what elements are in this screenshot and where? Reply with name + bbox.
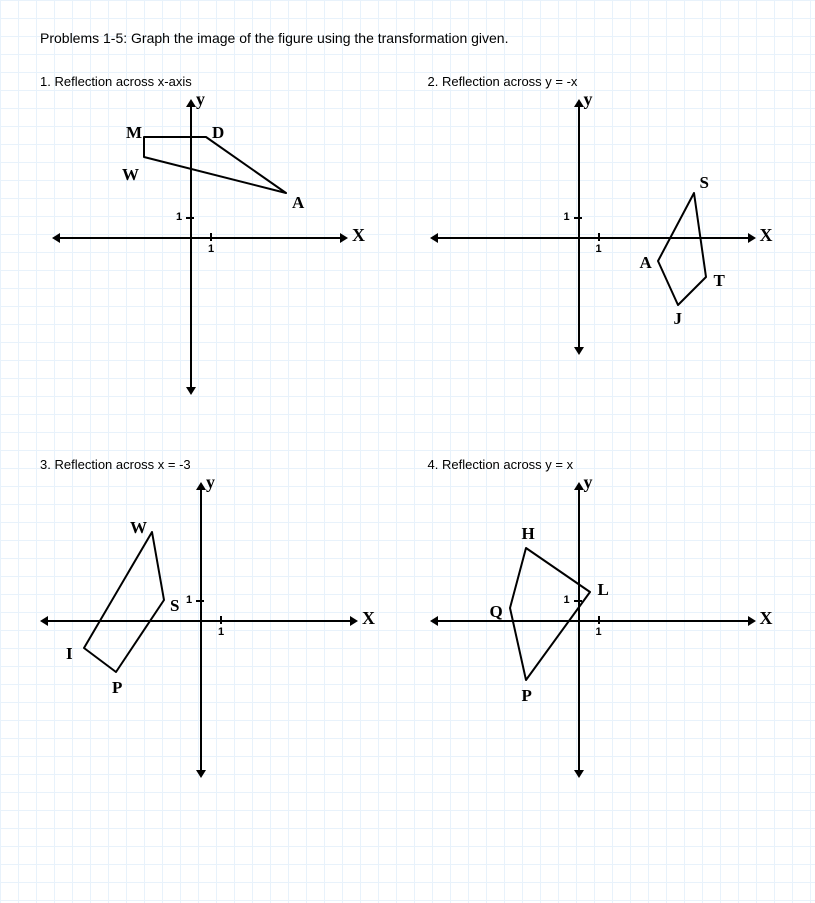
vertex-label-p: P (522, 686, 532, 706)
vertex-label-q: Q (490, 602, 503, 622)
vertex-label-w: W (130, 518, 147, 538)
problem-2-num: 2. (428, 74, 439, 89)
vertex-label-s: S (700, 173, 709, 193)
problem-1-title: 1. Reflection across x-axis (40, 74, 388, 89)
figure-shape (428, 480, 788, 800)
vertex-label-i: I (66, 644, 73, 664)
vertex-label-l: L (598, 580, 609, 600)
problems-grid: 1. Reflection across x-axis 11XyMDAW 2. … (40, 74, 775, 780)
figure-shape (428, 97, 788, 417)
figure-shape (40, 480, 400, 800)
problem-3-num: 3. (40, 457, 51, 472)
problem-1-desc: Reflection across x-axis (54, 74, 191, 89)
vertex-label-d: D (212, 123, 224, 143)
vertex-label-h: H (522, 524, 535, 544)
vertex-label-m: M (126, 123, 142, 143)
problem-4-num: 4. (428, 457, 439, 472)
figure-polygon (84, 532, 164, 672)
vertex-label-j: J (674, 309, 683, 329)
problem-4-desc: Reflection across y = x (442, 457, 573, 472)
vertex-label-p: P (112, 678, 122, 698)
problem-2: 2. Reflection across y = -x 11XySTJA (428, 74, 776, 397)
problem-1-num: 1. (40, 74, 51, 89)
problem-3-plane: 11XyWSPI (40, 480, 380, 780)
vertex-label-w: W (122, 165, 139, 185)
problem-4-title: 4. Reflection across y = x (428, 457, 776, 472)
problem-4: 4. Reflection across y = x 11XyHLPQ (428, 457, 776, 780)
problem-2-desc: Reflection across y = -x (442, 74, 577, 89)
problem-2-title: 2. Reflection across y = -x (428, 74, 776, 89)
figure-shape (40, 97, 400, 417)
header-instructions: Problems 1-5: Graph the image of the fig… (40, 30, 775, 46)
figure-polygon (144, 137, 286, 193)
vertex-label-a: A (292, 193, 304, 213)
problem-1: 1. Reflection across x-axis 11XyMDAW (40, 74, 388, 397)
problem-2-plane: 11XySTJA (428, 97, 768, 397)
vertex-label-t: T (714, 271, 725, 291)
problem-4-plane: 11XyHLPQ (428, 480, 768, 780)
problem-1-plane: 11XyMDAW (40, 97, 380, 397)
figure-polygon (658, 193, 706, 305)
vertex-label-s: S (170, 596, 179, 616)
problem-3: 3. Reflection across x = -3 11XyWSPI (40, 457, 388, 780)
vertex-label-a: A (640, 253, 652, 273)
problem-3-desc: Reflection across x = -3 (54, 457, 190, 472)
figure-polygon (510, 548, 590, 680)
problem-3-title: 3. Reflection across x = -3 (40, 457, 388, 472)
worksheet-content: Problems 1-5: Graph the image of the fig… (0, 0, 815, 810)
